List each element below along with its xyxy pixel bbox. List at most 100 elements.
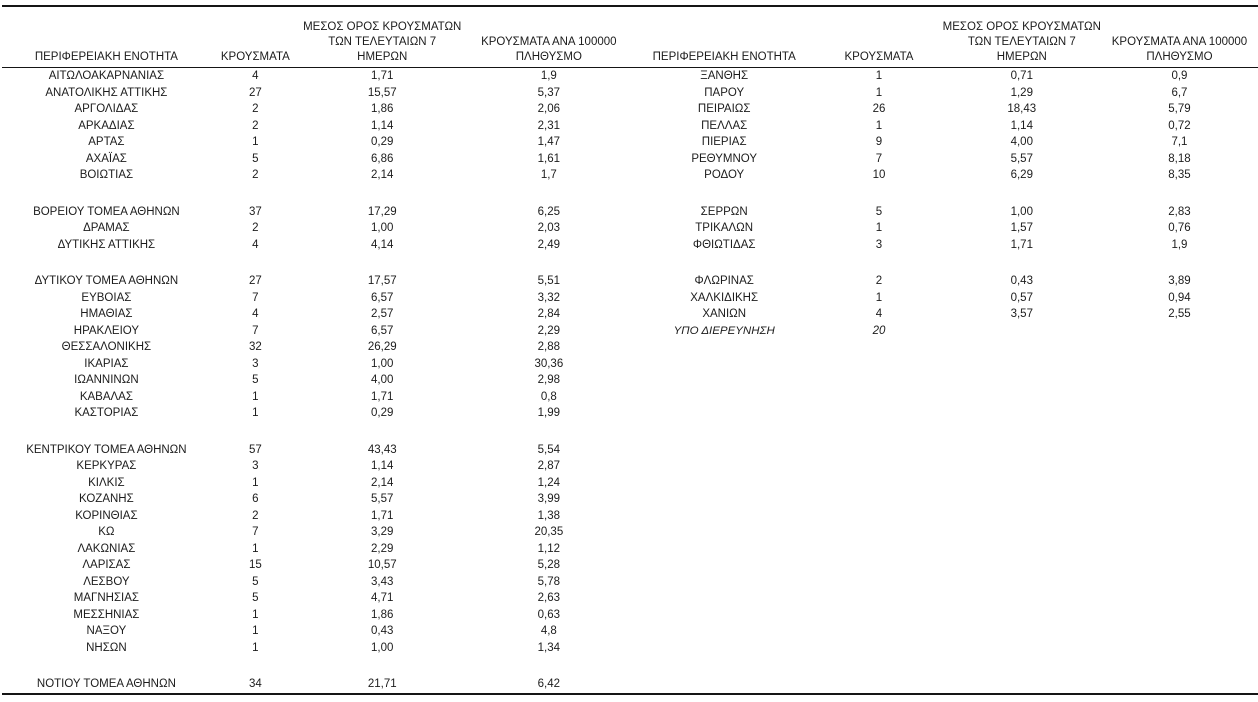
cell-avg7-right: 5,57 [1010,152,1033,165]
col-header-per100k-line2: ΠΛΗΘΥΣΜΟ [1146,51,1213,63]
cell-avg7-right [943,541,1101,558]
cell-cases-left: 4 [252,238,259,251]
cell-cases-right [815,574,942,591]
cell-per100k-right [1101,524,1258,541]
cell-per100k-left: 2,03 [537,222,561,235]
cell-region-right: ΣΕΡΡΩΝ [700,205,748,218]
table-row: ΚΕΝΤΡΙΚΟΥ ΤΟΜΕΑ ΑΘΗΝΩΝ 57 43,43 5,54 [2,442,1258,459]
cell-avg7-right: 1,14 [1010,119,1033,132]
cell-per100k-right [1101,640,1258,657]
cell-region-right: ΧΑΝΙΩΝ [702,308,747,321]
cell-avg7-left: 6,86 [371,152,394,165]
cell-avg7-left: 5,57 [371,493,394,506]
cell-region-right [633,574,815,591]
cell-per100k-left: 1,61 [537,152,561,165]
table-row: ΚΟΡΙΝΘΙΑΣ 2 1,71 1,38 [2,508,1258,525]
cell-per100k-left: 2,88 [537,341,561,354]
cell-avg7-left: 0,29 [371,136,394,149]
table-row: ΛΑΚΩΝΙΑΣ 1 2,29 1,12 [2,541,1258,558]
col-header-region-left: ΠΕΡΙΦΕΡΕΙΑΚΗ ΕΝΟΤΗΤΑ [2,6,211,68]
col-header-region-right: ΠΕΡΙΦΕΡΕΙΑΚΗ ΕΝΟΤΗΤΑ [633,6,816,68]
col-header-cases-label: ΚΡΟΥΣΜΑΤΑ [220,51,290,63]
cell-cases-left: 37 [248,205,262,218]
cell-per100k-right: 7,1 [1171,136,1188,149]
cell-region-left: ΑΙΤΩΛΟΑΚΑΡΝΑΝΙΑΣ [48,70,165,83]
cell-cases-right [815,607,942,624]
cell-avg7-left: 1,71 [371,509,394,522]
cell-avg7-right [943,389,1101,406]
col-header-per100k-left: ΚΡΟΥΣΜΑΤΑ ΑΝΑ 100000 ΠΛΗΘΥΣΜΟ [464,6,634,68]
cell-region-left: ΚΑΒΑΛΑΣ [79,390,133,403]
spacer-row [2,656,1258,676]
table-row: ΚΩ 7 3,29 20,35 [2,524,1258,541]
cell-avg7-left: 26,29 [367,341,397,354]
cell-region-right: ΠΑΡΟΥ [704,86,745,99]
table-row: ΒΟΡΕΙΟΥ ΤΟΜΕΑ ΑΘΗΝΩΝ 37 17,29 6,25 ΣΕΡΡΩΝ 5 1,… [2,204,1258,221]
cell-cases-left: 2 [252,222,259,235]
cell-region-left: ΔΡΑΜΑΣ [83,222,130,235]
table-row: ΜΕΣΣΗΝΙΑΣ 1 1,86 0,63 [2,607,1258,624]
cell-per100k-left: 2,87 [537,460,561,473]
cell-cases-right [815,557,942,574]
cell-avg7-left: 1,71 [371,70,394,83]
cell-cases-left: 7 [252,291,259,304]
cell-region-left: ΙΚΑΡΙΑΣ [84,357,129,370]
cell-per100k-right: 8,35 [1168,169,1191,182]
table-row: ΔΥΤΙΚΗΣ ΑΤΤΙΚΗΣ 4 4,14 2,49 ΦΘΙΩΤΙΔΑΣ 3 1,71 1,… [2,237,1258,254]
spacer-cell [2,253,1258,273]
cell-per100k-right: 0,94 [1168,291,1191,304]
table-body: ΑΙΤΩΛΟΑΚΑΡΝΑΝΙΑΣ 4 1,71 1,9 ΞΑΝΘΗΣ 1 0,71 0,9 ΑΝ… [2,68,1258,694]
cell-cases-right [815,541,942,558]
spacer-cell [2,422,1258,442]
cell-per100k-left: 1,24 [537,476,561,489]
cell-avg7-left: 21,71 [367,678,397,691]
cell-cases-right [815,508,942,525]
col-header-cases-label: ΚΡΟΥΣΜΑΤΑ [844,51,914,63]
cell-per100k-right [1101,323,1258,340]
cell-avg7-left: 3,43 [371,575,394,588]
cell-cases-right [815,356,942,373]
cell-cases-right: 1 [875,70,883,83]
cell-per100k-right [1101,557,1258,574]
cell-per100k-right [1101,356,1258,373]
cell-region-right [633,442,815,459]
cell-per100k-left: 3,32 [537,291,561,304]
cell-cases-right [815,405,942,422]
cell-cases-right: 2 [875,275,883,288]
col-header-per100k-line1: ΚΡΟΥΣΜΑΤΑ ΑΝΑ 100000 [481,36,617,48]
cell-region-right [633,557,815,574]
cell-per100k-right [1101,590,1258,607]
cell-per100k-left: 30,36 [534,357,564,370]
cell-cases-left: 57 [248,443,262,456]
cell-per100k-right: 3,89 [1168,275,1191,288]
cell-avg7-left: 43,43 [367,443,397,456]
cell-region-right [633,590,815,607]
cell-per100k-left: 2,29 [537,324,561,337]
cell-per100k-left: 20,35 [534,526,564,539]
col-header-avg7-line2: ΤΩΝ ΤΕΛΕΥΤΑΙΩΝ 7 [328,36,437,48]
cell-region-left: ΙΩΑΝΝΙΝΩΝ [74,374,139,387]
cell-region-left: ΑΝΑΤΟΛΙΚΗΣ ΑΤΤΙΚΗΣ [45,86,168,99]
cell-avg7-left: 1,86 [371,608,394,621]
cell-region-right [633,372,815,389]
cell-cases-left: 1 [252,407,259,420]
cell-cases-left: 1 [252,136,259,149]
cell-cases-right: 1 [875,119,883,132]
cell-cases-left: 5 [252,152,259,165]
cell-cases-right [815,458,942,475]
cell-per100k-left: 6,25 [537,205,561,218]
cell-avg7-right: 3,57 [1010,308,1033,321]
cell-region-left: ΚΙΛΚΙΣ [88,476,125,489]
cell-avg7-right [943,372,1101,389]
cell-cases-right [815,475,942,492]
col-header-per100k-line1: ΚΡΟΥΣΜΑΤΑ ΑΝΑ 100000 [1111,36,1248,48]
cell-per100k-left: 2,49 [537,238,561,251]
cell-region-left: ΚΕΡΚΥΡΑΣ [76,460,137,473]
cell-cases-right: 3 [875,238,883,251]
cell-cases-right [815,640,942,657]
cell-region-right: ΧΑΛΚΙΔΙΚΗΣ [690,291,759,304]
cell-region-left: ΗΜΑΘΙΑΣ [80,308,133,321]
cell-per100k-right [1101,574,1258,591]
table-row: ΚΕΡΚΥΡΑΣ 3 1,14 2,87 [2,458,1258,475]
cell-avg7-left: 10,57 [367,559,397,572]
